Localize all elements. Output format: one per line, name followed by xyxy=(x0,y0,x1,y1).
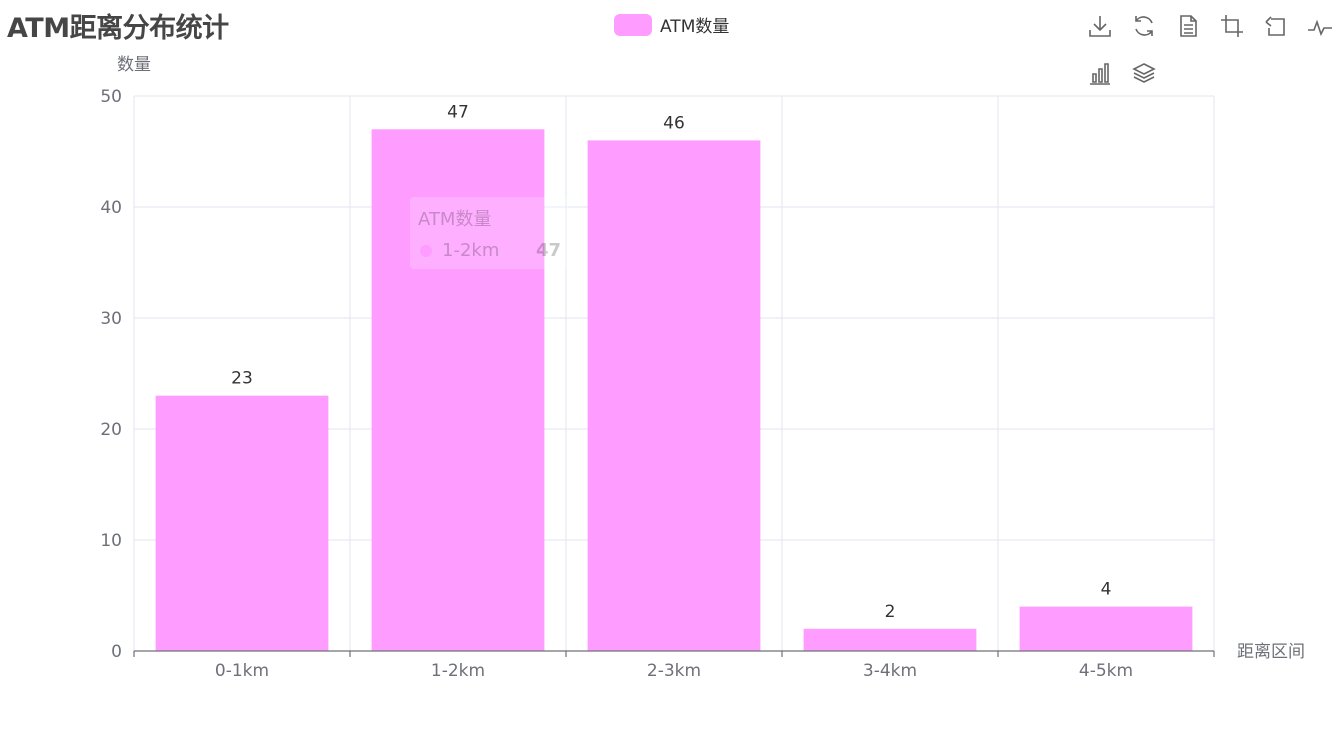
x-tick-label: 4-5km xyxy=(1079,661,1133,681)
chart-title: ATM距离分布统计 xyxy=(7,13,229,44)
data-label: 4 xyxy=(1101,580,1112,600)
y-tick-label: 10 xyxy=(100,531,122,551)
download-icon[interactable] xyxy=(1086,12,1114,40)
legend-swatch[interactable] xyxy=(614,13,652,36)
bar[interactable] xyxy=(1019,606,1193,651)
y-tick-label: 30 xyxy=(100,309,122,329)
bar-chart-icon[interactable] xyxy=(1086,60,1114,88)
data-label: 46 xyxy=(663,113,685,133)
line-chart-icon[interactable] xyxy=(1306,12,1334,40)
data-label: 2 xyxy=(885,602,896,622)
y-tick-label: 0 xyxy=(111,642,122,662)
stack-icon[interactable] xyxy=(1130,60,1158,88)
legend-label[interactable]: ATM数量 xyxy=(660,17,730,37)
y-tick-label: 50 xyxy=(100,87,122,107)
tooltip-value: 47 xyxy=(536,240,562,261)
x-tick-label: 0-1km xyxy=(215,661,269,681)
crop-icon[interactable] xyxy=(1218,12,1246,40)
x-tick-label: 3-4km xyxy=(863,661,917,681)
tooltip-marker xyxy=(420,245,432,257)
data-label: 23 xyxy=(231,369,253,389)
data-view-icon[interactable] xyxy=(1174,12,1202,40)
x-tick-label: 1-2km xyxy=(431,661,485,681)
refresh-icon[interactable] xyxy=(1130,12,1158,40)
bar[interactable] xyxy=(155,395,329,651)
tooltip: ATM数量 1-2km 47 xyxy=(410,197,568,269)
undo-icon[interactable] xyxy=(1262,12,1290,40)
bar[interactable] xyxy=(587,140,761,651)
y-tick-label: 20 xyxy=(100,420,122,440)
tooltip-name: 1-2km xyxy=(442,240,500,261)
bar[interactable] xyxy=(371,129,545,652)
y-tick-label: 40 xyxy=(100,198,122,218)
bar[interactable] xyxy=(803,628,977,651)
tooltip-title: ATM数量 xyxy=(418,209,492,230)
x-tick-label: 2-3km xyxy=(647,661,701,681)
legend[interactable]: ATM数量 xyxy=(614,12,729,37)
x-axis-title: 距离区间 xyxy=(1237,642,1305,662)
y-axis-title: 数量 xyxy=(117,55,151,75)
data-label: 47 xyxy=(447,102,469,122)
